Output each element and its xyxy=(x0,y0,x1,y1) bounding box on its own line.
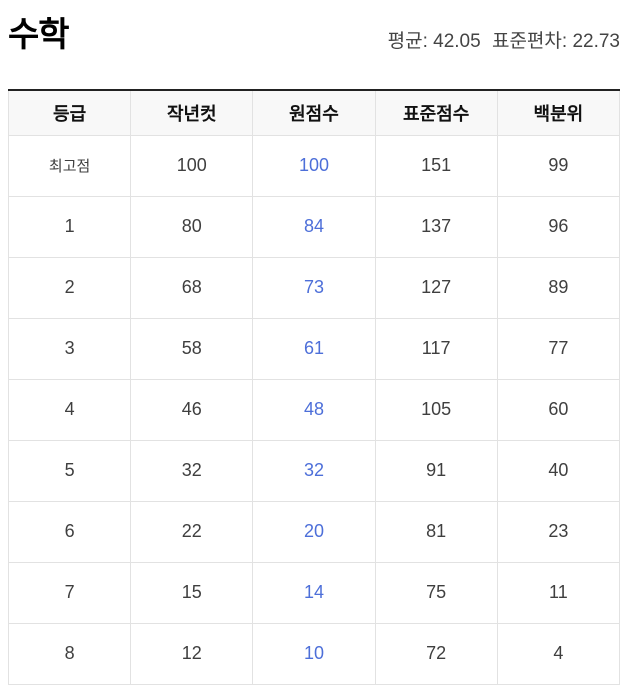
score-table: 등급 작년컷 원점수 표준점수 백분위 최고점 100 100 151 99 1 80 84 137 96… xyxy=(7,89,621,685)
cell-raw-score: 14 xyxy=(252,561,376,624)
cell-last-year-cut: 58 xyxy=(130,317,254,380)
mean-stat: 평균: 42.05 xyxy=(387,31,481,52)
cell-percentile: 11 xyxy=(496,561,621,624)
cell-raw-score: 48 xyxy=(252,378,376,441)
cell-standard-score: 91 xyxy=(374,439,498,502)
page-header: 수학 평균: 42.05 표준편차: 22.73 xyxy=(8,12,620,58)
cell-standard-score: 127 xyxy=(374,256,498,319)
cell-standard-score: 105 xyxy=(374,378,498,441)
cell-standard-score: 81 xyxy=(374,500,498,563)
cell-last-year-cut: 100 xyxy=(130,134,254,197)
stddev-stat: 표준편차: 22.73 xyxy=(491,31,620,52)
cell-grade: 7 xyxy=(7,561,132,624)
table-row: 최고점 100 100 151 99 xyxy=(7,134,621,197)
cell-last-year-cut: 12 xyxy=(130,622,254,685)
table-row: 2 68 73 127 89 xyxy=(7,256,621,319)
stats-summary: 평균: 42.05 표준편차: 22.73 xyxy=(388,26,620,58)
cell-grade: 5 xyxy=(7,439,132,502)
cell-last-year-cut: 22 xyxy=(130,500,254,563)
cell-standard-score: 75 xyxy=(374,561,498,624)
column-header-raw-score: 원점수 xyxy=(252,90,376,136)
cell-grade: 2 xyxy=(7,256,132,319)
cell-percentile: 77 xyxy=(496,317,621,380)
cell-raw-score: 32 xyxy=(252,439,376,502)
cell-raw-score: 84 xyxy=(252,195,376,258)
column-header-last-year-cut: 작년컷 xyxy=(130,90,254,136)
cell-standard-score: 117 xyxy=(374,317,498,380)
column-header-percentile: 백분위 xyxy=(496,90,621,136)
table-body: 최고점 100 100 151 99 1 80 84 137 96 2 68 73 127 89 3 58 61 1… xyxy=(7,134,621,685)
cell-percentile: 4 xyxy=(496,622,621,685)
cell-percentile: 23 xyxy=(496,500,621,563)
cell-raw-score: 10 xyxy=(252,622,376,685)
cell-last-year-cut: 68 xyxy=(130,256,254,319)
cell-grade: 8 xyxy=(7,622,132,685)
cell-grade: 4 xyxy=(7,378,132,441)
cell-standard-score: 151 xyxy=(374,134,498,197)
cell-percentile: 89 xyxy=(496,256,621,319)
cell-percentile: 96 xyxy=(496,195,621,258)
cell-grade: 3 xyxy=(7,317,132,380)
table-row: 5 32 32 91 40 xyxy=(7,439,621,502)
table-row: 3 58 61 117 77 xyxy=(7,317,621,380)
cell-grade: 최고점 xyxy=(7,134,132,197)
page: 수학 평균: 42.05 표준편차: 22.73 등급 작년컷 원점수 표준점수 백분위… xyxy=(0,12,628,700)
cell-grade: 1 xyxy=(7,195,132,258)
cell-last-year-cut: 46 xyxy=(130,378,254,441)
table-row: 4 46 48 105 60 xyxy=(7,378,621,441)
cell-raw-score: 20 xyxy=(252,500,376,563)
table-row: 8 12 10 72 4 xyxy=(7,622,621,685)
subject-title: 수학 xyxy=(8,16,70,54)
table-row: 7 15 14 75 11 xyxy=(7,561,621,624)
cell-grade: 6 xyxy=(7,500,132,563)
cell-raw-score: 73 xyxy=(252,256,376,319)
cell-last-year-cut: 32 xyxy=(130,439,254,502)
column-header-grade: 등급 xyxy=(7,90,132,136)
cell-percentile: 40 xyxy=(496,439,621,502)
cell-last-year-cut: 15 xyxy=(130,561,254,624)
cell-percentile: 60 xyxy=(496,378,621,441)
cell-percentile: 99 xyxy=(496,134,621,197)
table-row: 1 80 84 137 96 xyxy=(7,195,621,258)
table-header-row: 등급 작년컷 원점수 표준점수 백분위 xyxy=(7,90,621,136)
cell-last-year-cut: 80 xyxy=(130,195,254,258)
cell-standard-score: 72 xyxy=(374,622,498,685)
table-row: 6 22 20 81 23 xyxy=(7,500,621,563)
column-header-standard-score: 표준점수 xyxy=(374,90,498,136)
cell-raw-score: 100 xyxy=(252,134,376,197)
cell-raw-score: 61 xyxy=(252,317,376,380)
cell-standard-score: 137 xyxy=(374,195,498,258)
